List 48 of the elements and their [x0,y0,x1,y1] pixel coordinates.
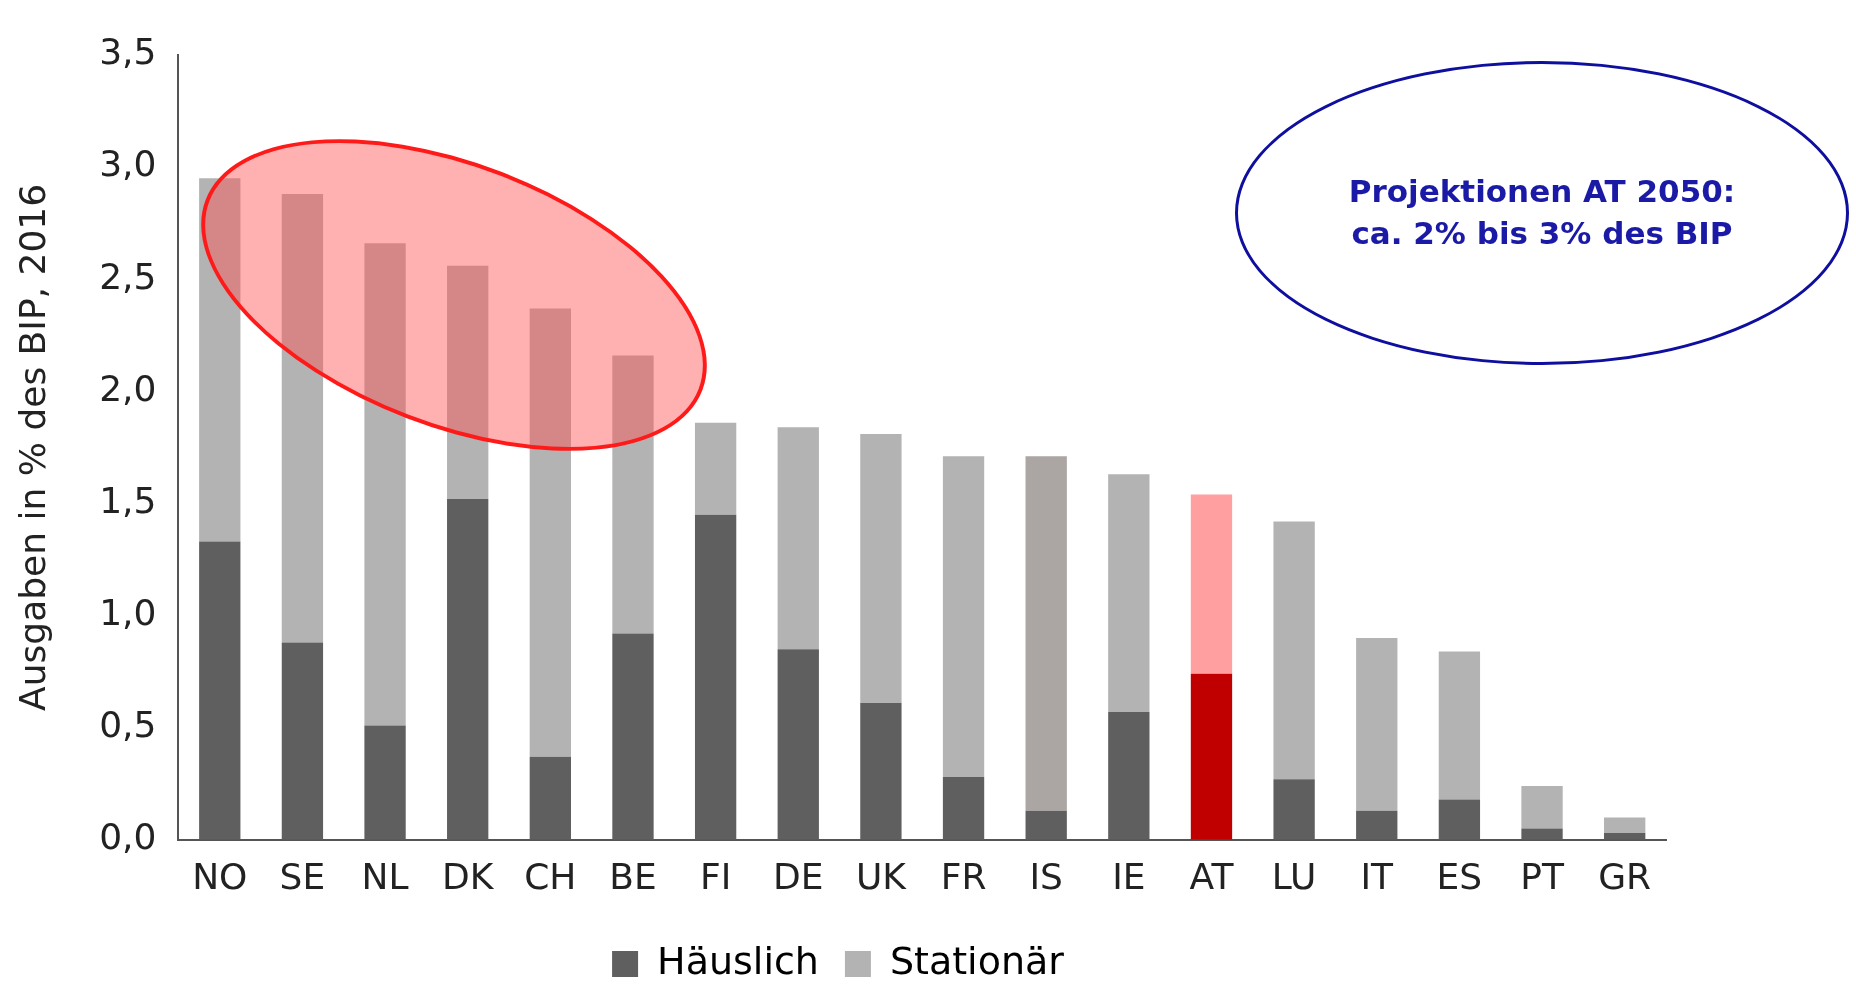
bar [612,355,654,634]
bar [860,433,902,704]
y-tick-label: 0,0 [99,816,157,858]
bar [281,194,324,643]
x-tick-label: ES [1436,855,1483,897]
x-tick-label: IE [1112,855,1146,897]
bar [1356,637,1398,811]
y-tick-label: 3,5 [99,31,157,73]
bar [1438,651,1481,800]
x-tick-label: GR [1598,855,1652,897]
x-tick-label: FR [940,855,987,897]
bar [694,422,737,515]
x-tick-label: NO [192,855,248,897]
bar [447,265,489,499]
x-tick-label: NL [361,855,409,897]
y-tick-label: 1,5 [99,479,157,521]
y-tick-label: 0,5 [99,704,157,746]
bar [529,308,571,757]
x-tick-label: PT [1520,855,1565,897]
bar [364,243,406,726]
x-tick-label: FI [699,855,732,897]
bar [1604,817,1646,834]
x-tick-label: UK [855,855,908,897]
bar [942,456,985,778]
bar [1108,474,1150,712]
y-tick-label: 3,0 [99,143,157,185]
y-axis-title: Ausgaben in % des BIP, 2016 [11,183,53,711]
bar [777,427,819,650]
x-tick-label: CH [524,855,577,897]
x-tick-label: IS [1029,855,1063,897]
bar [1521,785,1563,829]
y-tick-label: 1,0 [99,591,157,633]
x-tick-label: BE [609,855,657,897]
legend-label: Häuslich [657,938,819,983]
bar [199,178,241,542]
bar [1273,521,1315,780]
x-tick-label: LU [1271,855,1317,897]
bar [1190,494,1233,674]
x-tick-label: IT [1360,855,1395,897]
bar [1025,456,1067,811]
x-tick-label: SE [279,855,326,897]
x-tick-label: AT [1189,855,1235,897]
y-tick-label: 2,0 [99,367,157,409]
x-tick-label: DK [442,855,495,897]
x-tick-label: DE [773,855,824,897]
bar [1190,673,1233,840]
y-tick-label: 2,5 [99,255,157,297]
legend-label: Stationär [889,938,1065,983]
